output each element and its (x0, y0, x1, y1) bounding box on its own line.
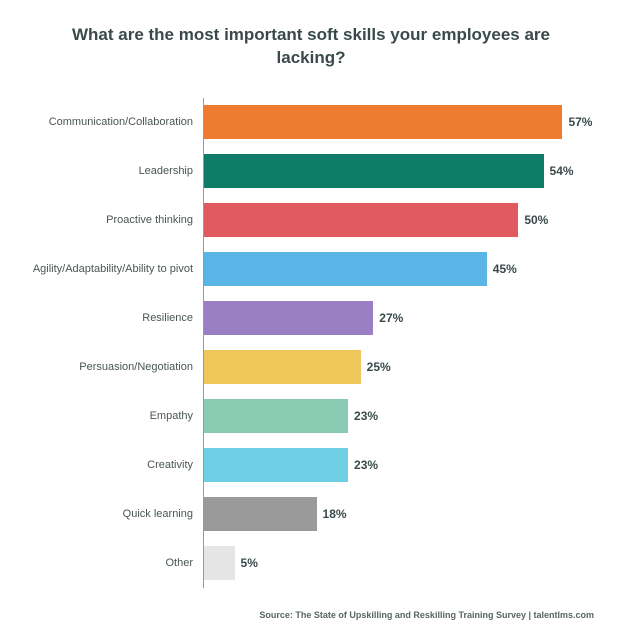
bar-fill (203, 399, 348, 433)
bar-value: 23% (354, 409, 378, 423)
bar-label: Leadership (28, 165, 203, 178)
bar-row: Communication/Collaboration 57% (28, 99, 594, 145)
bar-label: Empathy (28, 410, 203, 423)
bar-value: 23% (354, 458, 378, 472)
bar-row: Proactive thinking 50% (28, 197, 594, 243)
bar-row: Persuasion/Negotiation 25% (28, 344, 594, 390)
bar-fill (203, 448, 348, 482)
bar-track: 54% (203, 148, 594, 194)
soft-skills-bar-chart: What are the most important soft skills … (0, 0, 622, 640)
bar-fill (203, 154, 544, 188)
bar-track: 18% (203, 491, 594, 537)
chart-title: What are the most important soft skills … (28, 24, 594, 70)
bar-label: Communication/Collaboration (28, 116, 203, 129)
bar-value: 27% (379, 311, 403, 325)
bar-value: 18% (323, 507, 347, 521)
bars-area: Communication/Collaboration 57% Leadership… (28, 98, 594, 596)
bar-value: 5% (241, 556, 258, 570)
bar-track: 5% (203, 540, 594, 586)
bar-label: Resilience (28, 312, 203, 325)
bar-row: Creativity 23% (28, 442, 594, 488)
y-axis-line (203, 98, 204, 588)
bar-label: Quick learning (28, 508, 203, 521)
bar-fill (203, 301, 373, 335)
bar-value: 57% (568, 115, 592, 129)
bar-fill (203, 105, 562, 139)
bar-label: Persuasion/Negotiation (28, 361, 203, 374)
bar-fill (203, 497, 317, 531)
bar-value: 50% (524, 213, 548, 227)
bar-row: Leadership 54% (28, 148, 594, 194)
bar-row: Quick learning 18% (28, 491, 594, 537)
bar-value: 25% (367, 360, 391, 374)
bar-track: 23% (203, 393, 594, 439)
bar-track: 27% (203, 295, 594, 341)
bar-label: Other (28, 557, 203, 570)
bar-track: 25% (203, 344, 594, 390)
bar-label: Proactive thinking (28, 214, 203, 227)
bar-track: 23% (203, 442, 594, 488)
bar-track: 45% (203, 246, 594, 292)
bar-label: Creativity (28, 459, 203, 472)
chart-source: Source: The State of Upskilling and Resk… (28, 610, 594, 620)
bar-track: 50% (203, 197, 594, 243)
bar-value: 54% (550, 164, 574, 178)
bar-row: Agility/Adaptability/Ability to pivot 45% (28, 246, 594, 292)
bar-row: Empathy 23% (28, 393, 594, 439)
bar-fill (203, 546, 235, 580)
bar-row: Resilience 27% (28, 295, 594, 341)
bar-value: 45% (493, 262, 517, 276)
bar-fill (203, 203, 518, 237)
bar-fill (203, 252, 487, 286)
bar-fill (203, 350, 361, 384)
bar-track: 57% (203, 99, 594, 145)
bar-label: Agility/Adaptability/Ability to pivot (28, 263, 203, 276)
bar-row: Other 5% (28, 540, 594, 586)
